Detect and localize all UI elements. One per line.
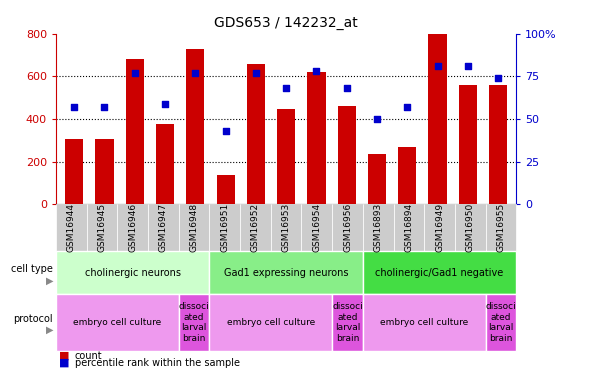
Text: cholinergic/Gad1 negative: cholinergic/Gad1 negative [375, 268, 504, 278]
Bar [428, 34, 447, 204]
Text: percentile rank within the sample: percentile rank within the sample [75, 358, 240, 368]
Bar [337, 106, 356, 204]
Text: dissoci
ated
larval
brain: dissoci ated larval brain [486, 302, 516, 343]
Text: dissoci
ated
larval
brain: dissoci ated larval brain [332, 302, 363, 343]
Bar [307, 72, 326, 204]
Text: ■: ■ [59, 358, 70, 368]
Bar [489, 85, 507, 204]
Text: cholinergic neurons: cholinergic neurons [85, 268, 181, 278]
Text: cell type: cell type [11, 264, 53, 274]
Point [251, 70, 261, 76]
Bar [277, 110, 295, 204]
Text: ▶: ▶ [45, 325, 53, 335]
Text: GSM16945: GSM16945 [97, 203, 107, 252]
Text: embryo cell culture: embryo cell culture [227, 318, 315, 327]
Text: GSM16954: GSM16954 [312, 203, 322, 252]
Point [160, 101, 170, 107]
Text: GSM16893: GSM16893 [373, 203, 383, 252]
Text: GSM16950: GSM16950 [466, 203, 475, 252]
Point [372, 116, 382, 122]
Point [493, 75, 503, 81]
Text: dissoci
ated
larval
brain: dissoci ated larval brain [179, 302, 209, 343]
Text: GSM16953: GSM16953 [281, 203, 291, 252]
Point [221, 128, 230, 134]
Bar [156, 124, 174, 204]
Text: GSM16951: GSM16951 [220, 203, 230, 252]
Bar [458, 85, 477, 204]
Point [402, 104, 412, 110]
Text: protocol: protocol [14, 314, 53, 324]
Text: GSM16894: GSM16894 [404, 203, 414, 252]
Bar [65, 140, 83, 204]
Point [281, 86, 291, 92]
Text: Gad1 expressing neurons: Gad1 expressing neurons [224, 268, 349, 278]
Title: GDS653 / 142232_at: GDS653 / 142232_at [214, 16, 358, 30]
Text: GSM16955: GSM16955 [496, 203, 506, 252]
Text: GSM16956: GSM16956 [343, 203, 352, 252]
Point [312, 68, 321, 74]
Text: ▶: ▶ [45, 275, 53, 285]
Text: GSM16949: GSM16949 [435, 203, 444, 252]
Point [100, 104, 109, 110]
Bar [398, 147, 417, 204]
Text: GSM16946: GSM16946 [128, 203, 137, 252]
Bar [247, 64, 265, 204]
Point [433, 63, 442, 69]
Bar [368, 154, 386, 204]
Text: GSM16947: GSM16947 [159, 203, 168, 252]
Point [70, 104, 79, 110]
Text: GSM16948: GSM16948 [189, 203, 199, 252]
Text: embryo cell culture: embryo cell culture [73, 318, 162, 327]
Point [130, 70, 139, 76]
Point [342, 86, 352, 92]
Bar [186, 49, 204, 204]
Point [191, 70, 200, 76]
Text: count: count [75, 351, 103, 361]
Text: embryo cell culture: embryo cell culture [380, 318, 468, 327]
Bar [126, 59, 144, 204]
Point [463, 63, 473, 69]
Bar [217, 174, 235, 204]
Text: GSM16944: GSM16944 [67, 203, 76, 252]
Text: ■: ■ [59, 351, 70, 361]
Text: GSM16952: GSM16952 [251, 203, 260, 252]
Bar [96, 140, 113, 204]
